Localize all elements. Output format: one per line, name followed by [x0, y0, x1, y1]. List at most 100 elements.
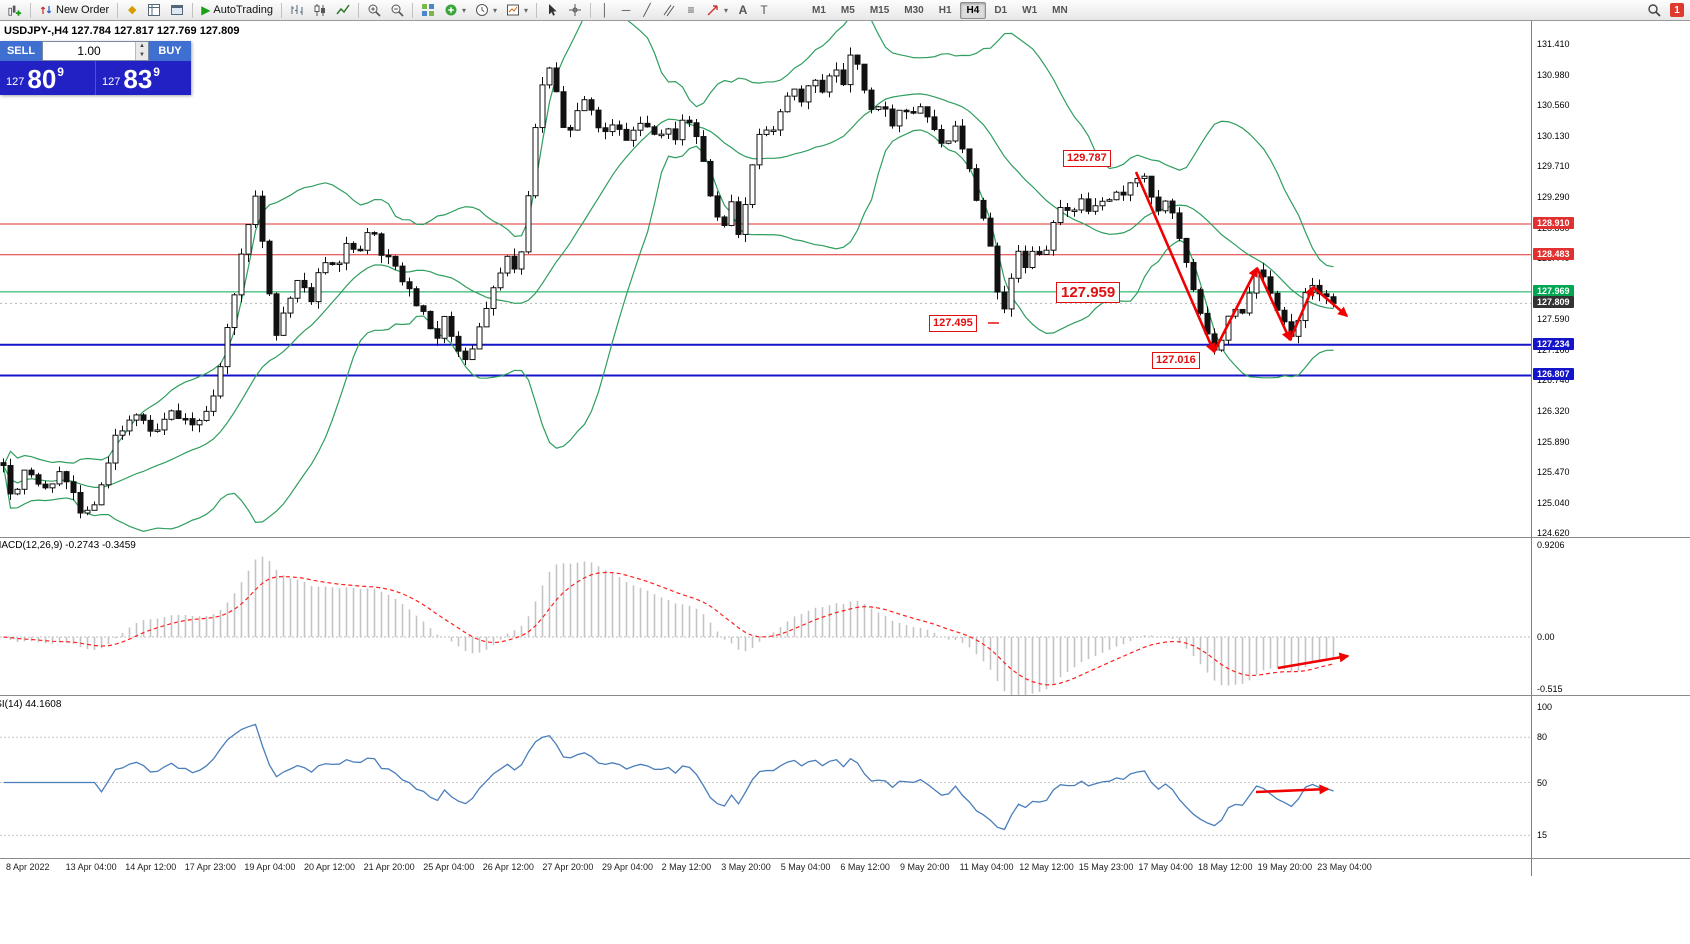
- toolbar-separator: [30, 2, 31, 18]
- volume-input[interactable]: [43, 42, 135, 60]
- price-axis-label: 131.410: [1537, 39, 1570, 49]
- time-axis[interactable]: 8 Apr 2022 13 Apr 04:00 14 Apr 12:00 17 Apr…: [0, 859, 1531, 876]
- time-axis-label: 27 Apr 20:00: [542, 862, 594, 872]
- price-chart-canvas[interactable]: [0, 21, 1531, 876]
- candlestick-chart-icon: [314, 4, 325, 16]
- timeframe-h1-button[interactable]: H1: [938, 4, 952, 16]
- sell-button[interactable]: SELL: [0, 41, 42, 61]
- toolbar-right-group: 1: [1643, 1, 1686, 19]
- horizontal-line-button[interactable]: ─: [616, 1, 636, 19]
- bid-price-tag: 127.809: [1533, 296, 1574, 309]
- new-chart-button[interactable]: [4, 1, 26, 19]
- time-axis-label: 17 Apr 23:00: [184, 862, 236, 872]
- timeframe-d1-button[interactable]: D1: [994, 4, 1008, 16]
- cursor-button[interactable]: [541, 1, 563, 19]
- timeframe-h4-button[interactable]: H4: [959, 1, 987, 19]
- price-axis-label: 125.890: [1537, 436, 1570, 447]
- price-axis[interactable]: 131.410 130.980 130.560 130.130 129.710 129.2…: [1531, 21, 1690, 876]
- line-chart-button[interactable]: [332, 1, 354, 19]
- time-axis-label: 9 May 20:00: [900, 862, 950, 872]
- sell-price-button[interactable]: 127 80 9: [0, 61, 95, 95]
- price-axis-label: 124.620: [1537, 528, 1570, 538]
- price-line-tag: 127.969: [1533, 284, 1574, 297]
- periods-button[interactable]: ▾: [471, 1, 501, 19]
- search-button[interactable]: [1643, 1, 1665, 19]
- notification-badge[interactable]: 1: [1670, 3, 1684, 17]
- zoom-out-button[interactable]: [386, 1, 408, 19]
- price-axis-label: 126.320: [1537, 405, 1570, 416]
- buy-price-button[interactable]: 127 83 9: [96, 61, 191, 95]
- time-axis-label: 11 May 04:00: [959, 862, 1014, 872]
- panel-separator-macd[interactable]: [0, 537, 1690, 538]
- zoom-in-icon: [368, 4, 381, 17]
- indicators-button[interactable]: ▾: [440, 1, 470, 19]
- price-line-tag: 128.483: [1533, 247, 1574, 260]
- new-order-button[interactable]: New Order: [35, 1, 113, 19]
- time-axis-label: 18 May 12:00: [1198, 862, 1253, 872]
- buy-button[interactable]: BUY: [149, 41, 191, 61]
- rsi-axis-label: 15: [1537, 830, 1548, 841]
- timeframe-mn-button[interactable]: MN: [1052, 4, 1068, 16]
- tile-windows-icon: [421, 4, 434, 16]
- zoom-in-button[interactable]: [363, 1, 385, 19]
- trade-panel-top-row: SELL ▲ ▼ BUY: [0, 41, 191, 61]
- templates-button[interactable]: ▾: [502, 1, 532, 19]
- cursor-icon: [549, 4, 557, 16]
- price-axis-label: 130.560: [1537, 100, 1570, 111]
- data-window-button[interactable]: [143, 1, 165, 19]
- price-line-tag: 128.910: [1533, 217, 1574, 230]
- timeframe-m5-button[interactable]: M5: [840, 4, 855, 16]
- autotrading-button[interactable]: ▶ AutoTrading: [197, 1, 277, 19]
- timeframe-m1-button[interactable]: M1: [812, 4, 826, 16]
- candlestick-chart-button[interactable]: [309, 1, 331, 19]
- new-chart-icon: [8, 5, 22, 16]
- rsi-axis-label: 100: [1537, 702, 1553, 712]
- trendline-button[interactable]: ╱: [637, 1, 657, 19]
- clock-icon: [475, 4, 488, 16]
- time-axis-label: 13 Apr 04:00: [65, 862, 117, 872]
- price-annotation[interactable]: 129.787: [1063, 150, 1111, 167]
- time-axis-label: 8 Apr 2022: [6, 862, 50, 872]
- crosshair-button[interactable]: [564, 1, 586, 19]
- timeframe-m15-button[interactable]: M15: [869, 4, 890, 16]
- macd-axis-label: -0.515: [1537, 683, 1563, 694]
- text-tool-button[interactable]: A: [733, 1, 753, 19]
- toolbar-separator: [117, 2, 119, 18]
- time-axis-label: 29 Apr 04:00: [602, 862, 654, 872]
- toolbar-separator: [192, 2, 194, 18]
- toolbar-separator: [590, 2, 591, 18]
- timeframe-w1-button[interactable]: W1: [1022, 4, 1038, 16]
- panel-separator-rsi[interactable]: [0, 695, 1690, 696]
- timeframe-m30-button[interactable]: M30: [904, 4, 924, 16]
- time-axis-label: 14 Apr 12:00: [125, 862, 177, 872]
- dropdown-arrow-icon: ▾: [724, 5, 729, 15]
- price-annotation[interactable]: 127.495: [929, 315, 977, 332]
- one-click-trading-panel: SELL ▲ ▼ BUY 127 80 9 127 83 9: [0, 41, 191, 95]
- channel-button[interactable]: [658, 1, 680, 19]
- price-axis-label: 130.980: [1537, 69, 1570, 80]
- price-axis-label: 126.740: [1537, 375, 1570, 386]
- metaeditor-button[interactable]: ◆: [122, 1, 142, 19]
- time-axis-label: 21 Apr 20:00: [363, 862, 415, 872]
- tile-windows-button[interactable]: [417, 1, 439, 19]
- time-axis-label: 23 May 04:00: [1317, 862, 1372, 872]
- fullscreen-icon: [171, 5, 184, 15]
- volume-increase-button[interactable]: ▲: [135, 42, 148, 51]
- time-axis-label: 2 May 12:00: [661, 862, 712, 872]
- price-annotation[interactable]: 127.016: [1152, 352, 1200, 369]
- text-label-button[interactable]: T: [754, 1, 774, 19]
- vertical-line-button[interactable]: │: [595, 1, 615, 19]
- shapes-button[interactable]: ▾: [702, 1, 732, 19]
- price-axis-label: 125.470: [1537, 466, 1570, 477]
- autotrading-label: AutoTrading: [213, 4, 273, 16]
- volume-decrease-button[interactable]: ▼: [135, 51, 148, 60]
- fullscreen-button[interactable]: [166, 1, 188, 19]
- price-annotation[interactable]: 127.959: [1056, 282, 1121, 303]
- price-line-tag: 127.234: [1533, 337, 1574, 350]
- bar-chart-button[interactable]: [286, 1, 308, 19]
- channel-icon: [663, 4, 675, 17]
- price-axis-label: 129.290: [1537, 191, 1570, 202]
- fibonacci-button[interactable]: ≡: [681, 1, 701, 19]
- trade-panel-divider: [95, 61, 96, 95]
